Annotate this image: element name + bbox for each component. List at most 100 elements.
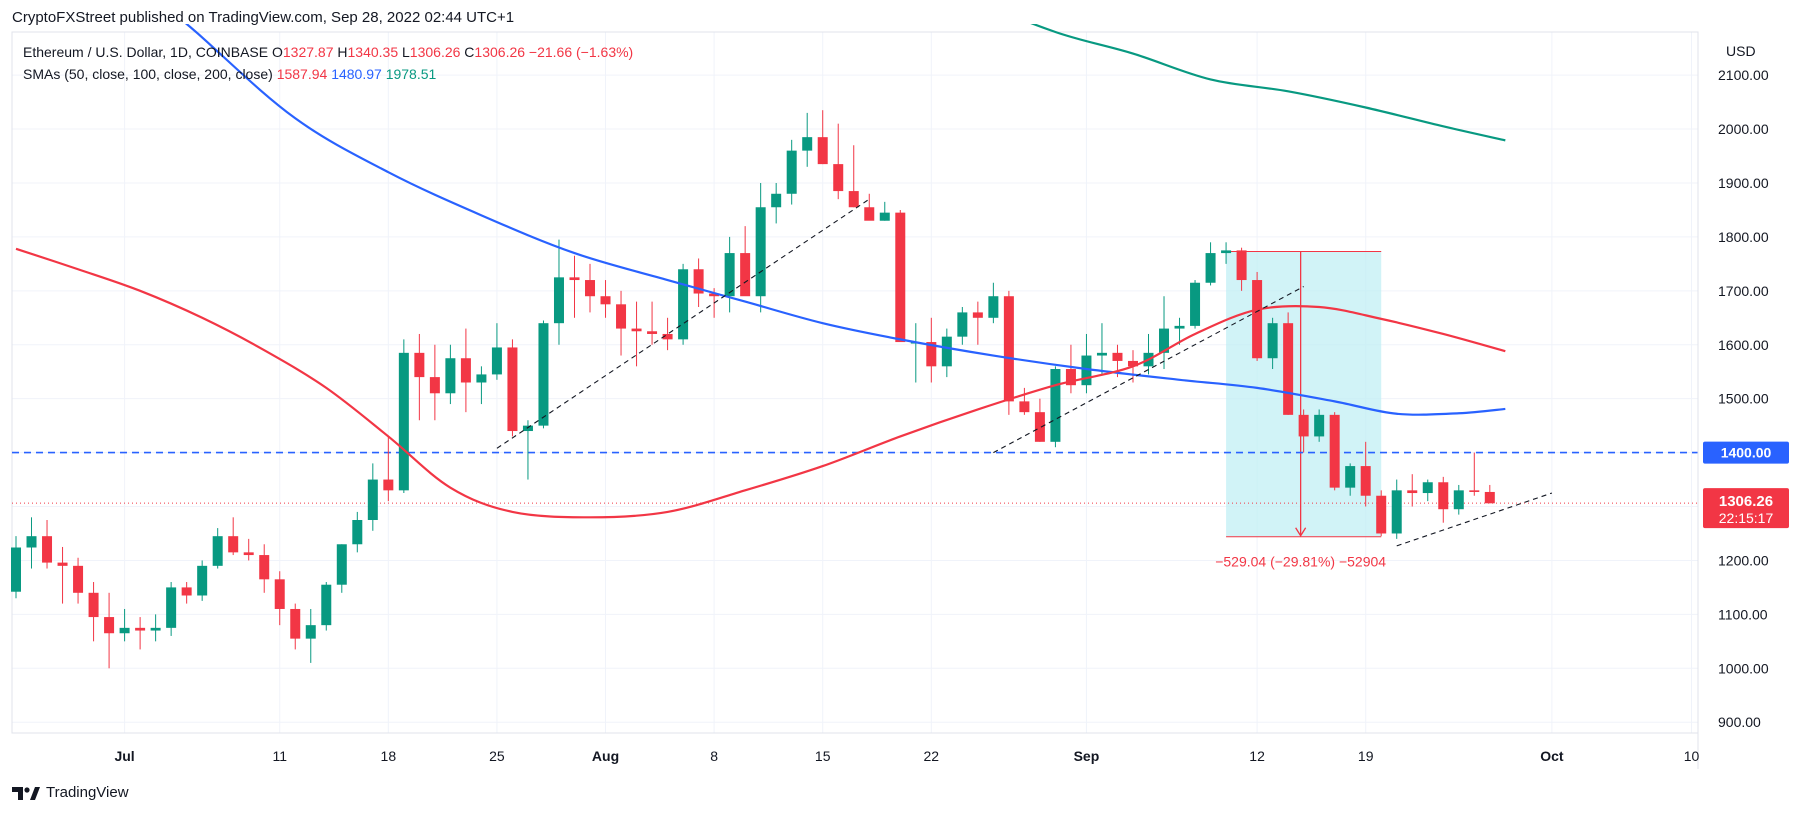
symbol-title: Ethereum / U.S. Dollar, 1D, COINBASE [23, 44, 269, 60]
candle [678, 263, 689, 345]
candle [879, 201, 890, 221]
candle [817, 110, 828, 165]
candle [1391, 479, 1402, 539]
candle-body [1283, 323, 1294, 415]
sma50-line [15, 247, 1506, 519]
price-tick-label: 2000.00 [1718, 121, 1769, 137]
chart-pane-border [11, 31, 1699, 734]
high-label: H [337, 44, 348, 60]
low-label: L [402, 44, 410, 60]
candle-body [740, 253, 751, 297]
price-tick-label: 1900.00 [1718, 175, 1769, 191]
candle [988, 282, 999, 324]
candle-body [26, 536, 37, 548]
candle-body [1252, 280, 1263, 359]
price-tick-label: 1500.00 [1718, 391, 1769, 407]
candle-body [522, 425, 533, 432]
candle-body [135, 627, 146, 631]
trendlines[interactable] [496, 198, 1553, 547]
candle-body [1112, 352, 1123, 361]
candle-body [1127, 360, 1138, 367]
price-tick-label: 1800.00 [1718, 229, 1769, 245]
candle-body [414, 352, 425, 378]
candle [11, 536, 21, 599]
candle [181, 582, 192, 604]
candle [647, 301, 658, 345]
time-tick-label: 15 [815, 748, 831, 764]
candle [616, 290, 627, 356]
candle-body [817, 137, 828, 165]
candle [957, 307, 968, 345]
tradingview-logo[interactable]: TradingView [12, 784, 129, 801]
candle [1003, 290, 1014, 415]
last-price-tag [1703, 488, 1789, 529]
candle [786, 139, 797, 205]
candle-body [616, 304, 627, 329]
candle [693, 258, 704, 308]
price-tick-label: 1100.00 [1718, 606, 1768, 622]
candle-body [1391, 490, 1402, 534]
candle [1469, 452, 1480, 496]
candlestick-series [11, 110, 1495, 669]
candle-body [1407, 490, 1418, 494]
candle-body [336, 544, 347, 585]
candle [1376, 490, 1387, 537]
price-range-measurement[interactable]: −529.04 (−29.81%) −52904 [1215, 250, 1386, 570]
candle-body [1267, 323, 1278, 359]
candle-body [678, 269, 689, 340]
candle [104, 592, 115, 669]
candle-body [1019, 401, 1030, 413]
candle [895, 209, 906, 343]
time-tick-label: 22 [924, 748, 940, 764]
candle-body [104, 617, 115, 634]
price-tick-label: 1200.00 [1718, 552, 1769, 568]
candle [771, 182, 782, 224]
candle [740, 226, 751, 297]
candle [1407, 474, 1418, 507]
publisher-line: CryptoFXStreet published on TradingView.… [12, 9, 515, 26]
sma-lines [15, 24, 1506, 519]
candle-body [988, 296, 999, 318]
time-tick-label: 12 [1249, 748, 1265, 764]
time-axis[interactable]: Jul 11 18 25 Aug 8 15 22 Sep 12 19 Oct 10 [12, 732, 1699, 764]
candle-body [1205, 253, 1216, 283]
hline-price-tag [1703, 441, 1789, 464]
candle [274, 571, 285, 626]
candle [383, 436, 394, 502]
candle-body [1376, 495, 1387, 534]
candle [1065, 344, 1076, 394]
sma-legend[interactable]: SMAs (50, close, 100, close, 200, close)… [23, 66, 436, 82]
candle-body [73, 565, 84, 593]
candle-body [1050, 369, 1061, 442]
sma200-line [1030, 24, 1506, 142]
price-tick-label: 1000.00 [1718, 660, 1769, 676]
candle-body [367, 479, 378, 521]
candle [1453, 484, 1464, 515]
symbol-legend[interactable]: Ethereum / U.S. Dollar, 1D, COINBASE O13… [23, 44, 633, 60]
candle [553, 239, 564, 345]
price-axis[interactable]: USD 2100.00 2000.00 1900.00 1800.00 1700.00 16… [1697, 32, 1769, 769]
candle-body [460, 358, 471, 383]
candle [1422, 479, 1433, 502]
candle [1050, 366, 1061, 448]
candle-body [848, 191, 859, 208]
candle-body [833, 164, 844, 192]
candle [1236, 247, 1247, 291]
candle-body [585, 280, 596, 297]
price-tick-label: 900.00 [1718, 714, 1761, 730]
candle [1096, 323, 1107, 375]
candle [73, 557, 84, 604]
candle [1438, 476, 1449, 523]
candle [1345, 463, 1356, 496]
candle [150, 614, 161, 642]
candle-body [1360, 466, 1371, 496]
candle-body [662, 333, 673, 340]
bar-countdown-text: 22:15:17 [1719, 510, 1774, 526]
candle [1484, 484, 1495, 504]
candle-body [507, 347, 518, 432]
candle [538, 320, 549, 429]
candle-body [693, 269, 704, 294]
candle-body [228, 536, 239, 553]
candle-body [1190, 282, 1201, 326]
